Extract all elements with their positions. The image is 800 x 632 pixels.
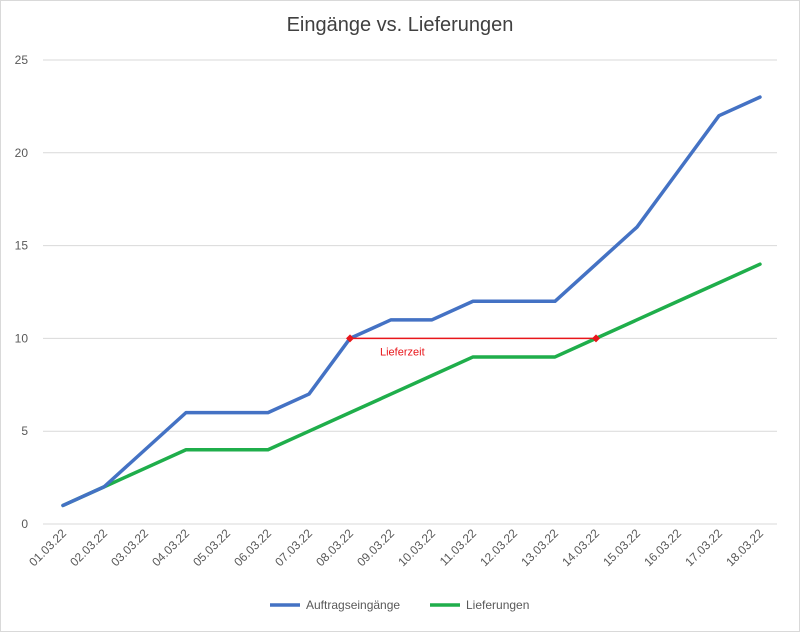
y-tick-label: 20: [15, 146, 29, 160]
x-tick-label: 03.03.22: [108, 526, 151, 569]
annotation-label: Lieferzeit: [380, 346, 425, 358]
x-axis-ticks: 01.03.2202.03.2203.03.2204.03.2205.03.22…: [26, 526, 766, 569]
x-tick-label: 08.03.22: [313, 526, 356, 569]
x-tick-label: 04.03.22: [149, 526, 192, 569]
x-tick-label: 13.03.22: [518, 526, 561, 569]
x-tick-label: 15.03.22: [600, 526, 643, 569]
x-tick-label: 11.03.22: [437, 526, 480, 569]
series-line: [61, 95, 762, 508]
y-tick-label: 15: [15, 239, 29, 253]
legend: Auftragseingänge Lieferungen: [270, 598, 529, 612]
x-tick-label: 06.03.22: [231, 526, 274, 569]
x-tick-label: 07.03.22: [272, 526, 315, 569]
y-tick-label: 10: [15, 331, 29, 345]
x-tick-label: 14.03.22: [559, 526, 602, 569]
chart-title: Eingänge vs. Lieferungen: [286, 14, 514, 36]
legend-label: Auftragseingänge: [306, 598, 400, 612]
series-lines: [61, 95, 762, 508]
x-tick-label: 09.03.22: [354, 526, 397, 569]
annotations: Lieferzeit: [346, 334, 600, 358]
x-tick-label: 16.03.22: [641, 526, 684, 569]
legend-label: Lieferungen: [466, 598, 529, 612]
y-tick-label: 0: [21, 517, 28, 531]
y-axis-ticks: 0 5 10 15 20 25: [15, 53, 29, 531]
x-tick-label: 17.03.22: [682, 526, 725, 569]
annotation-marker: [346, 334, 354, 343]
annotation-marker: [592, 334, 600, 343]
x-tick-label: 02.03.22: [67, 526, 110, 569]
x-tick-label: 10.03.22: [395, 526, 438, 569]
x-tick-label: 12.03.22: [477, 526, 520, 569]
gridlines: [43, 59, 777, 525]
y-tick-label: 25: [15, 53, 29, 67]
x-tick-label: 05.03.22: [190, 526, 233, 569]
series-line: [61, 262, 762, 508]
x-tick-label: 18.03.22: [723, 526, 766, 569]
y-tick-label: 5: [21, 424, 28, 438]
x-tick-label: 01.03.22: [26, 526, 69, 569]
